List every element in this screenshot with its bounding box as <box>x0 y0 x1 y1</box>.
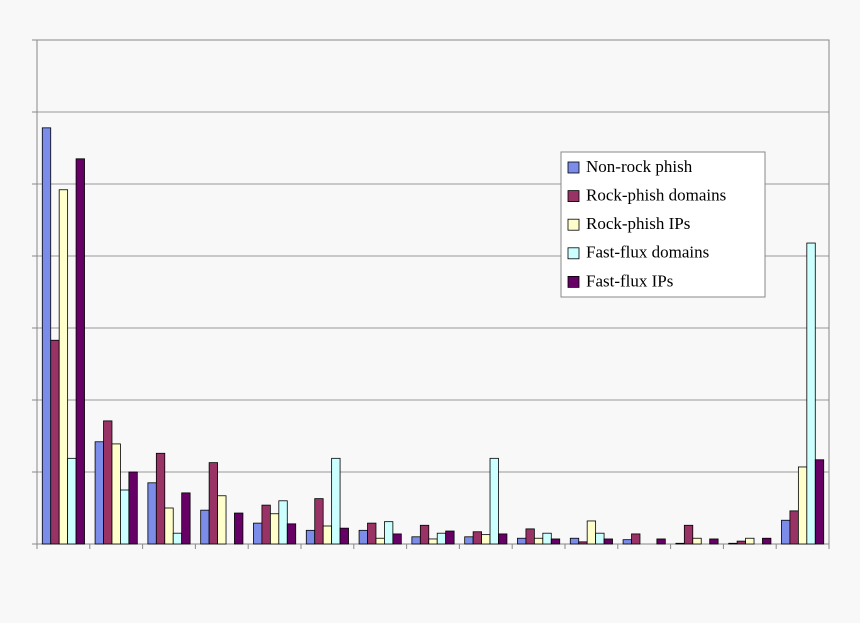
bar <box>806 242 816 545</box>
bar <box>517 537 527 545</box>
bar <box>762 537 772 545</box>
bar <box>367 522 377 545</box>
bar <box>436 532 447 545</box>
bar <box>675 542 685 545</box>
bar <box>111 443 121 545</box>
bar <box>419 524 430 545</box>
bar <box>164 507 174 545</box>
bar <box>656 538 666 545</box>
bar <box>305 529 316 545</box>
bar <box>103 420 113 545</box>
bar <box>586 520 597 545</box>
bar <box>172 532 183 545</box>
bar <box>603 538 613 545</box>
bar <box>128 471 138 545</box>
legend-swatch <box>567 190 580 203</box>
legend-label: Non-rock phish <box>586 157 693 176</box>
bar <box>181 492 191 545</box>
bar <box>217 495 227 545</box>
bar <box>595 532 605 545</box>
bar <box>322 525 333 545</box>
bar <box>155 452 166 545</box>
bar <box>375 537 385 545</box>
bar <box>339 527 349 545</box>
bar <box>384 521 394 545</box>
legend-label: Rock-phish domains <box>586 186 726 205</box>
bar <box>709 538 719 545</box>
bar <box>269 513 280 545</box>
bar <box>781 519 791 545</box>
bar <box>94 441 104 545</box>
bar <box>314 498 324 545</box>
legend-label: Rock-phish IPs <box>586 214 690 233</box>
bar <box>147 482 157 545</box>
bar <box>472 531 482 545</box>
bar <box>75 158 85 545</box>
bar <box>358 529 368 545</box>
legend-box <box>560 151 766 298</box>
bar <box>736 540 746 545</box>
bar <box>631 533 641 545</box>
bar <box>464 536 474 545</box>
bar <box>392 533 402 545</box>
bar <box>253 522 263 545</box>
bar <box>789 510 799 545</box>
bar <box>278 500 288 545</box>
bar <box>542 532 552 545</box>
bar <box>550 538 561 545</box>
bar <box>728 542 738 545</box>
bar <box>692 537 702 545</box>
legend-label: Fast-flux domains <box>586 243 709 262</box>
bar <box>745 537 755 545</box>
bar <box>525 528 535 545</box>
bar <box>797 466 808 545</box>
bar <box>67 457 77 545</box>
bar <box>50 339 60 545</box>
bar <box>120 489 130 545</box>
bar <box>286 523 297 545</box>
bar <box>208 462 218 545</box>
legend-label: Fast-flux IPs <box>586 271 673 290</box>
bar <box>683 524 694 545</box>
bar <box>261 504 271 545</box>
bar <box>533 537 544 545</box>
bar <box>234 512 244 545</box>
legend-swatch <box>567 161 580 174</box>
legend-swatch <box>567 218 580 231</box>
bar <box>481 534 491 545</box>
legend-swatch <box>567 247 580 260</box>
bar <box>58 189 69 545</box>
bar <box>578 541 588 545</box>
bar <box>489 457 499 545</box>
bar <box>622 539 632 545</box>
bar <box>200 509 210 545</box>
bar <box>411 536 421 545</box>
bar <box>331 457 341 545</box>
bar <box>428 538 438 545</box>
legend-swatch <box>567 275 580 288</box>
bar <box>814 459 825 545</box>
bar <box>569 537 580 545</box>
bar <box>445 530 455 545</box>
bar <box>498 533 508 545</box>
bar <box>41 127 52 545</box>
